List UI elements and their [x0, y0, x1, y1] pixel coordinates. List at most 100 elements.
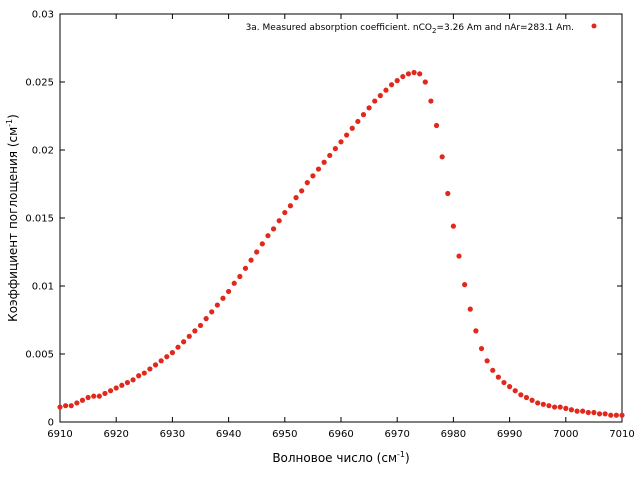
data-point: [585, 409, 591, 416]
data-point: [124, 379, 131, 386]
legend-text-suffix: =3.26 Am and nAr=283.1 Am.: [436, 23, 574, 33]
data-point: [529, 397, 535, 403]
data-point: [400, 73, 406, 80]
data-point: [383, 87, 389, 93]
data-point: [276, 218, 282, 224]
data-point: [119, 382, 125, 388]
data-point: [254, 249, 260, 255]
data-point: [580, 408, 586, 414]
data-point: [152, 362, 159, 368]
data-point: [591, 409, 597, 416]
plot-frame: [59, 13, 623, 423]
data-point: [417, 71, 423, 77]
data-point: [327, 152, 333, 159]
data-point: [445, 190, 451, 197]
data-point: [164, 354, 170, 360]
data-point: [63, 403, 69, 409]
data-point: [226, 288, 232, 295]
data-point: [557, 404, 563, 410]
data-point: [349, 125, 355, 131]
data-point: [411, 69, 417, 76]
data-point: [478, 345, 485, 352]
data-point: [546, 403, 552, 409]
data-points: [57, 69, 625, 418]
data-point: [130, 377, 136, 383]
data-point: [304, 180, 310, 186]
data-point: [608, 412, 614, 418]
x-tick-label: 6910: [47, 429, 72, 440]
y-tick-label: 0.01: [32, 282, 54, 293]
data-point: [574, 408, 580, 414]
data-point: [209, 309, 215, 315]
legend-marker: [591, 23, 597, 29]
data-point: [85, 394, 91, 401]
legend-text-sub: 2: [432, 27, 436, 35]
data-point: [299, 188, 305, 194]
data-point: [450, 223, 456, 229]
data-point: [107, 388, 114, 394]
x-tick-label: 6990: [497, 429, 522, 440]
data-point: [282, 209, 288, 216]
data-point: [602, 411, 608, 417]
x-tick-label: 6960: [328, 429, 353, 440]
data-point: [293, 195, 299, 201]
data-point: [197, 322, 204, 329]
data-point: [186, 333, 192, 339]
x-tick-label: 7010: [609, 429, 634, 440]
x-axis-title-main: Волновое число (см: [272, 451, 397, 465]
data-point: [512, 388, 518, 394]
data-point: [270, 226, 277, 232]
y-axis-title-sup: -1: [5, 119, 14, 127]
data-point: [265, 233, 271, 239]
data-point: [169, 350, 175, 356]
data-point: [141, 370, 147, 376]
y-axis-title-tail: ): [6, 114, 20, 119]
data-point: [332, 146, 338, 152]
data-point: [523, 394, 530, 401]
data-point: [237, 273, 243, 280]
data-point: [136, 373, 142, 379]
y-tick-label: 0.03: [32, 10, 54, 21]
data-point: [220, 295, 226, 301]
data-point: [619, 412, 625, 418]
data-point: [433, 122, 440, 129]
data-point: [203, 316, 209, 322]
y-tick-label: 0.005: [25, 350, 54, 361]
data-point: [405, 71, 412, 77]
data-point: [321, 159, 327, 165]
data-point: [192, 328, 198, 334]
data-point: [102, 390, 108, 397]
data-point: [315, 166, 322, 172]
data-point: [377, 93, 383, 99]
data-point: [259, 241, 265, 247]
y-axis-title: Коэффициент поглощения (см-1): [5, 114, 20, 322]
data-point: [551, 404, 558, 410]
y-tick-label: 0.025: [25, 78, 54, 89]
x-axis-title-tail: ): [405, 451, 410, 465]
data-point: [57, 404, 63, 410]
y-axis-title-main: Коэффициент поглощения (см: [6, 127, 20, 322]
x-tick-label: 6940: [216, 429, 241, 440]
legend: 3a. Measured absorption coefficient. nCO…: [246, 23, 597, 35]
data-point: [91, 393, 97, 399]
x-axis-title-sup: -1: [397, 450, 405, 459]
data-point: [596, 411, 603, 417]
data-point: [473, 328, 479, 334]
data-point: [360, 112, 367, 118]
data-point: [613, 412, 619, 418]
data-point: [344, 132, 350, 138]
data-point: [175, 344, 181, 350]
data-point: [394, 78, 400, 84]
data-point: [147, 366, 153, 372]
data-point: [366, 105, 372, 111]
data-point: [248, 257, 254, 263]
legend-text-prefix: 3a. Measured absorption coefficient. nCO: [246, 23, 432, 33]
data-point: [214, 302, 220, 308]
x-tick-label: 7000: [553, 429, 578, 440]
data-point: [456, 253, 462, 259]
data-point: [484, 358, 490, 364]
data-point: [242, 265, 249, 271]
data-point: [540, 401, 546, 407]
data-point: [490, 367, 496, 373]
